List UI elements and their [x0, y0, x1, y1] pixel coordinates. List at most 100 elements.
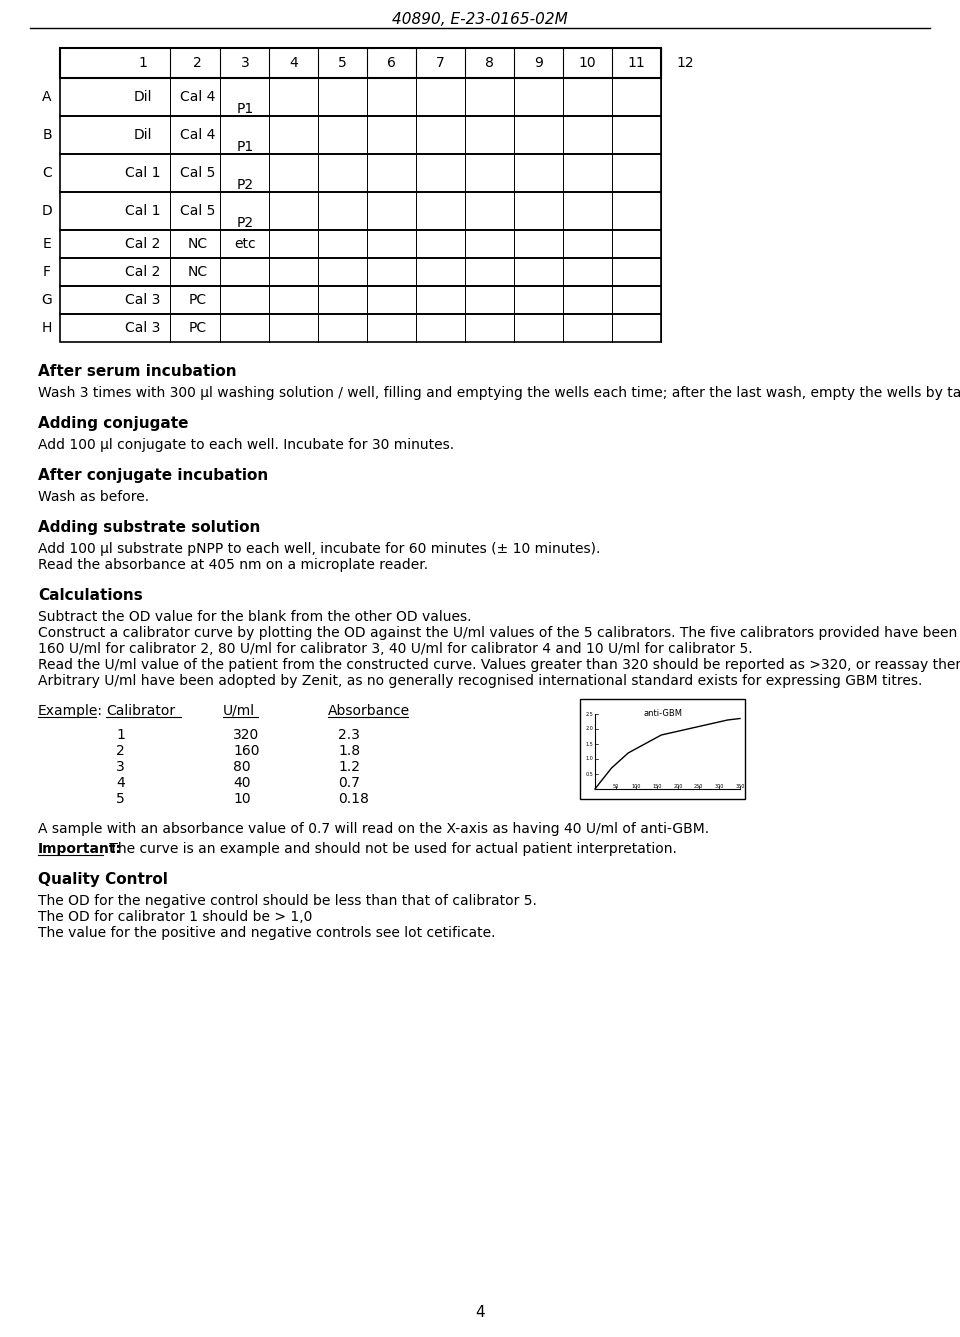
Text: A sample with an absorbance value of 0.7 will read on the X-axis as having 40 U/: A sample with an absorbance value of 0.7…: [38, 822, 709, 836]
Text: Cal 2: Cal 2: [125, 237, 160, 251]
Text: 160 U/ml for calibrator 2, 80 U/ml for calibrator 3, 40 U/ml for calibrator 4 an: 160 U/ml for calibrator 2, 80 U/ml for c…: [38, 642, 753, 656]
Text: Absorbance: Absorbance: [328, 705, 410, 718]
Text: 10: 10: [579, 56, 596, 70]
Text: 9: 9: [534, 56, 543, 70]
Bar: [60, 116, 661, 154]
Text: 2: 2: [116, 743, 125, 758]
Text: Cal 4: Cal 4: [180, 128, 215, 142]
Bar: [60, 154, 661, 193]
Text: 12: 12: [677, 56, 694, 70]
Text: Cal 4: Cal 4: [180, 90, 215, 104]
Text: Adding substrate solution: Adding substrate solution: [38, 520, 260, 535]
Text: Cal 5: Cal 5: [180, 166, 215, 180]
Text: Cal 3: Cal 3: [125, 321, 160, 336]
Text: PC: PC: [188, 321, 206, 336]
Text: 10: 10: [233, 792, 251, 806]
Text: etc: etc: [234, 237, 255, 251]
Text: Read the absorbance at 405 nm on a microplate reader.: Read the absorbance at 405 nm on a micro…: [38, 558, 428, 572]
Text: 11: 11: [628, 56, 645, 70]
Bar: [60, 48, 661, 78]
Text: 300: 300: [714, 783, 724, 789]
Text: B: B: [42, 128, 52, 142]
Text: Add 100 µl conjugate to each well. Incubate for 30 minutes.: Add 100 µl conjugate to each well. Incub…: [38, 439, 454, 452]
Text: D: D: [41, 205, 53, 218]
Text: 1.8: 1.8: [338, 743, 360, 758]
Text: 80: 80: [233, 759, 251, 774]
Text: Wash 3 times with 300 µl washing solution / well, filling and emptying the wells: Wash 3 times with 300 µl washing solutio…: [38, 386, 960, 400]
Bar: [60, 314, 661, 342]
Text: Cal 1: Cal 1: [125, 166, 160, 180]
Text: C: C: [42, 166, 52, 180]
Bar: [60, 193, 661, 230]
Text: U/ml: U/ml: [223, 705, 255, 718]
Text: P1: P1: [236, 102, 253, 116]
Text: Adding conjugate: Adding conjugate: [38, 416, 188, 431]
Text: 150: 150: [653, 783, 661, 789]
Text: 2.0: 2.0: [586, 726, 593, 731]
Text: 3: 3: [241, 56, 250, 70]
Text: 4: 4: [289, 56, 298, 70]
Text: Cal 3: Cal 3: [125, 293, 160, 308]
Text: Cal 2: Cal 2: [125, 265, 160, 279]
Text: H: H: [42, 321, 52, 336]
Text: NC: NC: [187, 237, 207, 251]
Text: 2: 2: [193, 56, 202, 70]
Text: P2: P2: [236, 178, 253, 193]
Bar: [580, 699, 745, 800]
Text: 4: 4: [116, 775, 125, 790]
Text: A: A: [42, 90, 52, 104]
Text: NC: NC: [187, 265, 207, 279]
Text: P2: P2: [236, 217, 253, 230]
Text: Arbitrary U/ml have been adopted by Zenit, as no generally recognised internatio: Arbitrary U/ml have been adopted by Zeni…: [38, 674, 923, 689]
Text: The curve is an example and should not be used for actual patient interpretation: The curve is an example and should not b…: [105, 842, 677, 856]
Text: Important:: Important:: [38, 842, 122, 856]
Text: 320: 320: [233, 729, 259, 742]
Text: The OD for the negative control should be less than that of calibrator 5.: The OD for the negative control should b…: [38, 894, 537, 908]
Text: 0.7: 0.7: [338, 775, 360, 790]
Bar: [60, 78, 661, 116]
Text: anti-GBM: anti-GBM: [643, 709, 682, 718]
Bar: [60, 230, 661, 258]
Text: 250: 250: [694, 783, 704, 789]
Text: Dil: Dil: [133, 90, 152, 104]
Text: The OD for calibrator 1 should be > 1,0: The OD for calibrator 1 should be > 1,0: [38, 910, 312, 924]
Text: After serum incubation: After serum incubation: [38, 364, 236, 378]
Text: Subtract the OD value for the blank from the other OD values.: Subtract the OD value for the blank from…: [38, 610, 471, 624]
Text: 2.3: 2.3: [338, 729, 360, 742]
Text: Dil: Dil: [133, 128, 152, 142]
Text: 1.0: 1.0: [586, 757, 593, 762]
Text: 8: 8: [485, 56, 494, 70]
Text: 50: 50: [612, 783, 619, 789]
Text: 350: 350: [735, 783, 745, 789]
Text: After conjugate incubation: After conjugate incubation: [38, 468, 268, 483]
Text: 1: 1: [138, 56, 147, 70]
Text: 2.5: 2.5: [586, 711, 593, 717]
Text: 5: 5: [338, 56, 347, 70]
Bar: [60, 258, 661, 286]
Text: 5: 5: [116, 792, 125, 806]
Text: F: F: [43, 265, 51, 279]
Text: Calculations: Calculations: [38, 588, 143, 603]
Text: E: E: [42, 237, 52, 251]
Bar: [60, 286, 661, 314]
Text: 0.18: 0.18: [338, 792, 369, 806]
Text: 6: 6: [387, 56, 396, 70]
Text: Calibrator: Calibrator: [106, 705, 175, 718]
Text: G: G: [41, 293, 53, 308]
Text: Add 100 µl substrate pNPP to each well, incubate for 60 minutes (± 10 minutes).: Add 100 µl substrate pNPP to each well, …: [38, 541, 600, 556]
Text: PC: PC: [188, 293, 206, 308]
Text: Construct a calibrator curve by plotting the OD against the U/ml values of the 5: Construct a calibrator curve by plotting…: [38, 626, 960, 640]
Text: 7: 7: [436, 56, 444, 70]
Text: 40890, E-23-0165-02M: 40890, E-23-0165-02M: [392, 12, 568, 27]
Text: 40: 40: [233, 775, 251, 790]
Text: 1: 1: [116, 729, 125, 742]
Text: The value for the positive and negative controls see lot cetificate.: The value for the positive and negative …: [38, 927, 495, 940]
Text: 200: 200: [673, 783, 683, 789]
Text: Cal 5: Cal 5: [180, 205, 215, 218]
Text: 3: 3: [116, 759, 125, 774]
Text: 1.2: 1.2: [338, 759, 360, 774]
Text: Read the U/ml value of the patient from the constructed curve. Values greater th: Read the U/ml value of the patient from …: [38, 658, 960, 673]
Text: 0.5: 0.5: [586, 771, 593, 777]
Text: P1: P1: [236, 140, 253, 154]
Text: Wash as before.: Wash as before.: [38, 489, 149, 504]
